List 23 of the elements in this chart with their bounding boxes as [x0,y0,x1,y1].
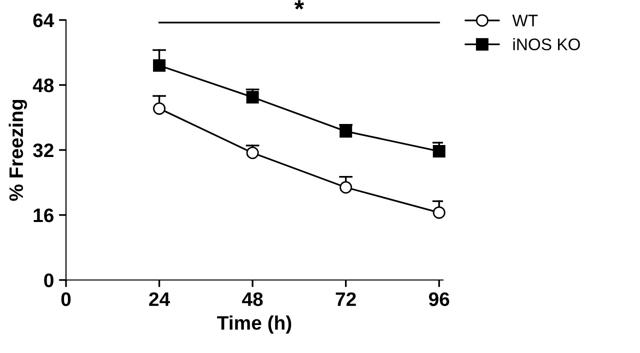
x-tick-label: 48 [242,292,263,306]
point [246,90,259,104]
point [153,102,166,115]
x-tick-label: 0 [61,292,71,306]
point [432,144,446,158]
legend-label: WT [512,14,538,26]
x-axis-title: Time (h) [217,315,292,334]
text: * [294,0,304,10]
x-tick-label: 72 [336,292,356,306]
point [246,146,259,160]
point [153,59,166,72]
point [340,181,352,194]
y-axis-title: % Freezing [8,100,28,201]
y-tick-label: 0 [44,273,54,288]
y-tick-label: 16 [34,208,54,222]
point [432,206,446,219]
x-tick-label: 96 [428,292,450,306]
x-tick-label: 24 [149,292,170,306]
y-tick-label: 64 [33,13,54,28]
legend-label: iNOS KO [513,38,580,50]
y-tick-label: 48 [32,78,54,92]
y-tick-label: 32 [33,143,54,158]
point [340,125,352,138]
